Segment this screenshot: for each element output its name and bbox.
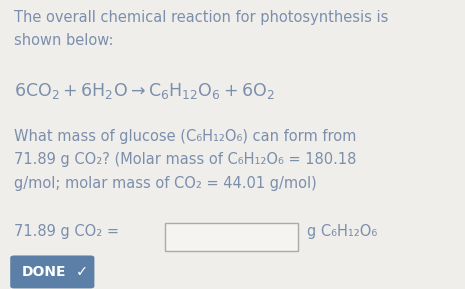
Text: ✓: ✓: [76, 264, 88, 279]
FancyBboxPatch shape: [10, 255, 94, 288]
Text: What mass of glucose (C₆H₁₂O₆) can form from: What mass of glucose (C₆H₁₂O₆) can form …: [14, 129, 356, 144]
Text: The overall chemical reaction for photosynthesis is: The overall chemical reaction for photos…: [14, 10, 388, 25]
FancyBboxPatch shape: [165, 223, 298, 251]
Text: 71.89 g CO₂? (Molar mass of C₆H₁₂O₆ = 180.18: 71.89 g CO₂? (Molar mass of C₆H₁₂O₆ = 18…: [14, 152, 356, 167]
Text: DONE: DONE: [22, 265, 66, 279]
Text: g/mol; molar mass of CO₂ = 44.01 g/mol): g/mol; molar mass of CO₂ = 44.01 g/mol): [14, 176, 317, 191]
Text: $\mathregular{6CO_2 + 6H_2O \rightarrow C_6H_{12}O_6 + 6O_2}$: $\mathregular{6CO_2 + 6H_2O \rightarrow …: [14, 81, 275, 101]
Text: shown below:: shown below:: [14, 33, 113, 48]
Text: 71.89 g CO₂ =: 71.89 g CO₂ =: [14, 224, 119, 239]
Text: g C₆H₁₂O₆: g C₆H₁₂O₆: [307, 224, 377, 239]
